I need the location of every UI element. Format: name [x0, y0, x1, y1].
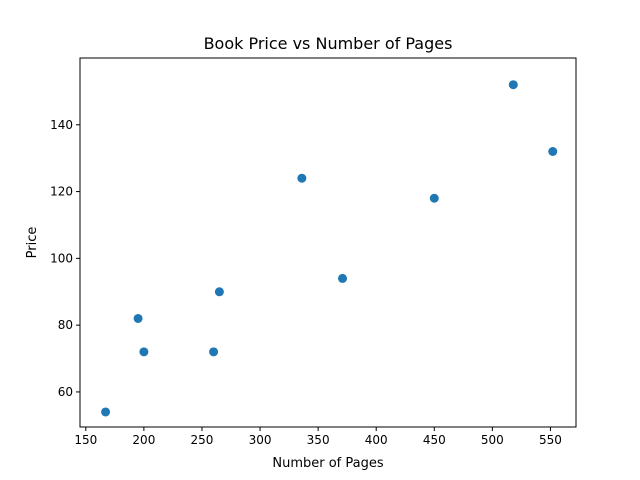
data-point [139, 347, 149, 357]
y-axis-ticks: 60 80 100 120 140 [50, 118, 80, 399]
data-point [338, 273, 348, 283]
x-tick-label: 200 [132, 433, 155, 447]
y-tick-label: 60 [58, 385, 73, 399]
x-tick-label: 150 [74, 433, 97, 447]
x-tick-label: 300 [249, 433, 272, 447]
data-point [209, 347, 219, 357]
data-point [214, 287, 224, 297]
x-tick-label: 500 [481, 433, 504, 447]
data-point [429, 193, 439, 203]
y-tick-label: 80 [58, 318, 73, 332]
plot-frame [79, 57, 577, 428]
x-axis-ticks: 150 200 250 300 350 400 450 500 550 [74, 427, 562, 447]
x-tick-label: 250 [191, 433, 214, 447]
scatter-points [101, 80, 558, 417]
y-tick-label: 120 [50, 185, 73, 199]
x-tick-label: 550 [539, 433, 562, 447]
data-point [508, 80, 518, 90]
chart-title: Book Price vs Number of Pages [204, 34, 453, 53]
data-point [548, 147, 558, 157]
x-tick-label: 350 [307, 433, 330, 447]
y-tick-label: 100 [50, 251, 73, 265]
data-point [297, 173, 307, 183]
data-point [133, 313, 143, 323]
y-tick-label: 140 [50, 118, 73, 132]
x-axis-label: Number of Pages [272, 456, 383, 471]
data-point [101, 407, 111, 417]
x-tick-label: 450 [423, 433, 446, 447]
x-tick-label: 400 [365, 433, 388, 447]
y-axis-label: Price [25, 227, 40, 259]
plot-area [80, 58, 576, 427]
